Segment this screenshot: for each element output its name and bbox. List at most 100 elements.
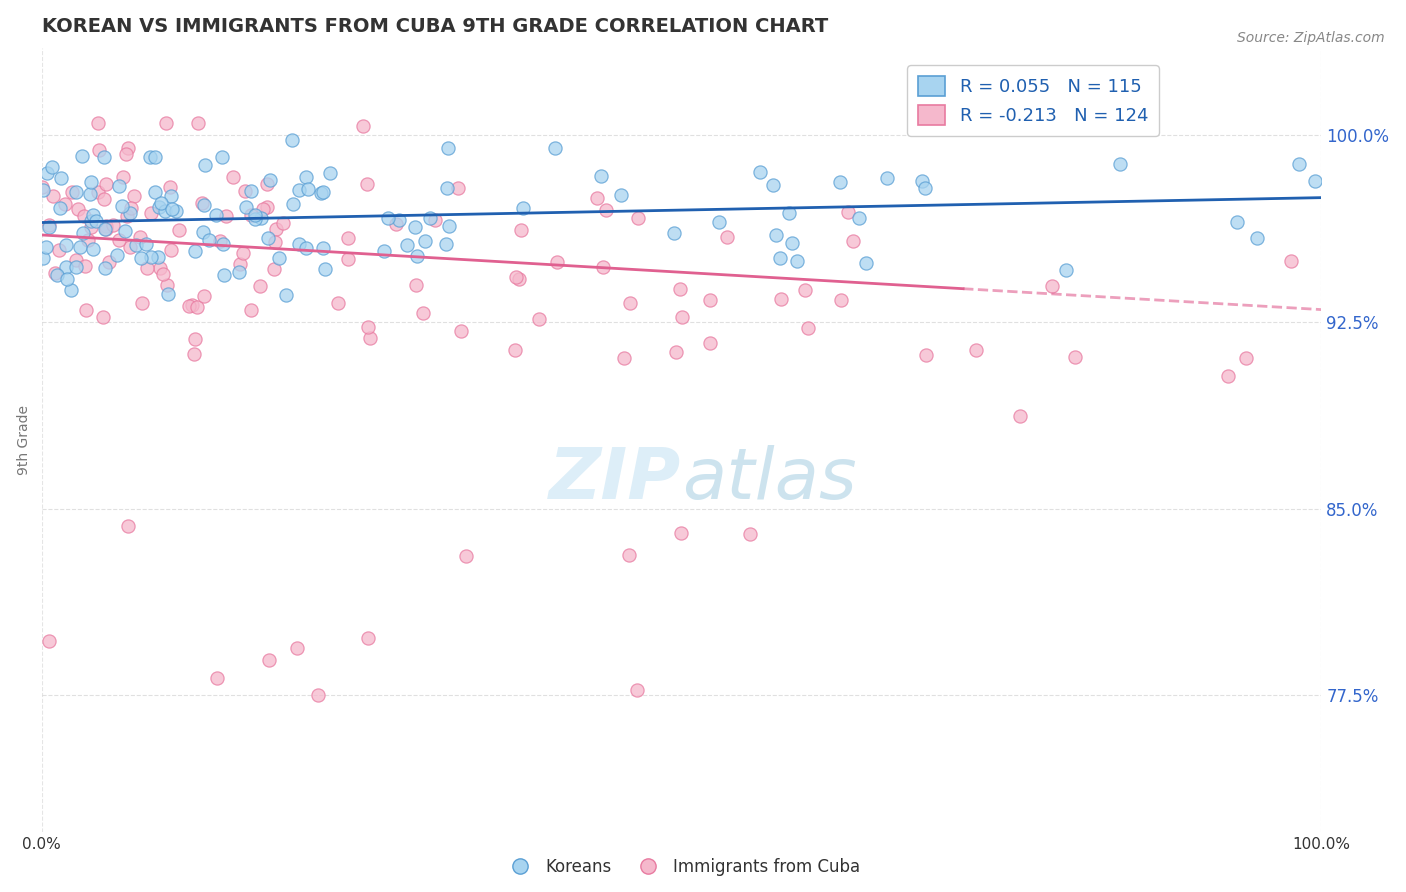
Point bbox=[257, 653, 280, 667]
Point bbox=[454, 549, 477, 564]
Point bbox=[94, 222, 117, 236]
Point bbox=[153, 204, 176, 219]
Point bbox=[69, 240, 91, 254]
Point bbox=[914, 348, 936, 362]
Point bbox=[797, 321, 820, 335]
Point bbox=[256, 200, 278, 214]
Point bbox=[215, 209, 238, 223]
Text: Source: ZipAtlas.com: Source: ZipAtlas.com bbox=[1237, 31, 1385, 45]
Point bbox=[405, 278, 427, 293]
Point bbox=[77, 233, 100, 247]
Point bbox=[274, 287, 297, 301]
Point bbox=[94, 260, 117, 275]
Point bbox=[436, 180, 458, 194]
Point bbox=[165, 204, 187, 219]
Point bbox=[613, 351, 636, 365]
Point bbox=[671, 310, 693, 325]
Point bbox=[328, 295, 350, 310]
Point bbox=[59, 283, 82, 297]
Point bbox=[152, 267, 174, 281]
Point bbox=[336, 231, 359, 245]
Point bbox=[240, 184, 263, 198]
Point bbox=[108, 178, 131, 193]
Point bbox=[1303, 174, 1326, 188]
Point bbox=[319, 166, 342, 180]
Point bbox=[626, 683, 648, 698]
Point bbox=[264, 222, 287, 236]
Point bbox=[169, 223, 191, 237]
Point bbox=[207, 671, 229, 685]
Point bbox=[135, 236, 157, 251]
Point bbox=[1008, 409, 1031, 423]
Point bbox=[450, 324, 472, 338]
Point bbox=[114, 224, 136, 238]
Point bbox=[295, 169, 318, 184]
Point bbox=[1064, 350, 1087, 364]
Point bbox=[768, 251, 790, 265]
Point bbox=[32, 183, 55, 197]
Point bbox=[288, 236, 311, 251]
Point bbox=[35, 166, 58, 180]
Point bbox=[396, 238, 419, 252]
Point bbox=[699, 293, 721, 307]
Point bbox=[184, 244, 207, 259]
Point bbox=[388, 212, 411, 227]
Point bbox=[55, 260, 77, 274]
Point bbox=[193, 198, 215, 212]
Point bbox=[738, 527, 761, 541]
Point bbox=[359, 331, 381, 345]
Point bbox=[73, 209, 96, 223]
Point bbox=[112, 169, 135, 184]
Point bbox=[129, 252, 152, 266]
Point bbox=[87, 144, 110, 158]
Point bbox=[94, 219, 117, 233]
Point bbox=[336, 252, 359, 266]
Point bbox=[53, 197, 76, 211]
Point bbox=[780, 235, 803, 250]
Point bbox=[93, 149, 115, 163]
Point bbox=[257, 231, 280, 245]
Point bbox=[709, 215, 731, 229]
Point bbox=[619, 549, 641, 563]
Point bbox=[65, 253, 87, 268]
Point bbox=[55, 238, 77, 252]
Point bbox=[595, 203, 617, 218]
Point bbox=[436, 237, 458, 252]
Point bbox=[239, 208, 262, 222]
Point bbox=[148, 200, 170, 214]
Point bbox=[1108, 156, 1130, 170]
Point bbox=[120, 201, 142, 215]
Point bbox=[82, 208, 104, 222]
Point bbox=[249, 279, 271, 293]
Point bbox=[108, 233, 131, 247]
Point bbox=[179, 299, 201, 313]
Point bbox=[111, 199, 134, 213]
Point bbox=[160, 243, 183, 257]
Point bbox=[204, 208, 226, 222]
Point bbox=[794, 283, 817, 297]
Legend: Koreans, Immigrants from Cuba: Koreans, Immigrants from Cuba bbox=[496, 851, 866, 882]
Point bbox=[48, 244, 70, 258]
Point bbox=[94, 221, 117, 235]
Point bbox=[876, 170, 898, 185]
Point bbox=[591, 169, 613, 183]
Point bbox=[352, 119, 374, 133]
Point bbox=[62, 185, 84, 199]
Point bbox=[194, 158, 217, 172]
Point bbox=[233, 184, 256, 198]
Point bbox=[269, 251, 291, 265]
Point bbox=[87, 116, 110, 130]
Point bbox=[1226, 214, 1249, 228]
Point bbox=[585, 191, 607, 205]
Point bbox=[510, 223, 533, 237]
Point bbox=[184, 332, 207, 346]
Point bbox=[31, 252, 53, 266]
Point bbox=[159, 180, 181, 194]
Point bbox=[312, 186, 335, 200]
Point bbox=[377, 211, 399, 226]
Point bbox=[662, 227, 685, 241]
Point bbox=[765, 228, 787, 243]
Point bbox=[699, 336, 721, 351]
Point bbox=[413, 234, 436, 248]
Point bbox=[38, 219, 60, 234]
